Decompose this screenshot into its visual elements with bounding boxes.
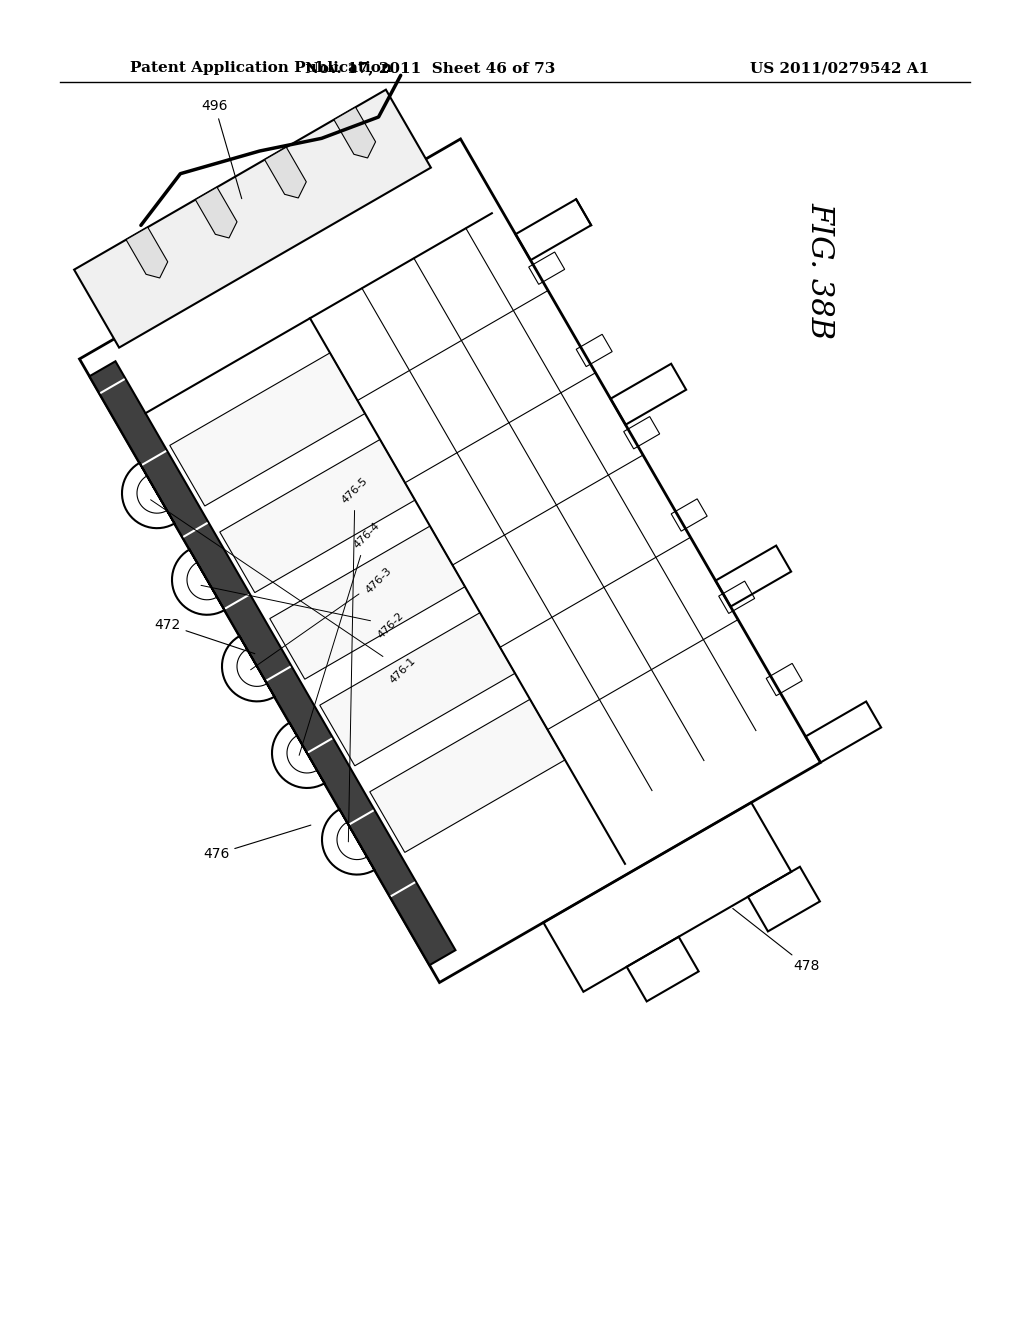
Text: US 2011/0279542 A1: US 2011/0279542 A1 [750,61,929,75]
Polygon shape [126,227,168,279]
Polygon shape [322,809,375,875]
Polygon shape [80,139,820,982]
Text: 476-2: 476-2 [201,585,406,640]
Polygon shape [370,700,565,853]
Polygon shape [264,147,306,198]
Text: 478: 478 [733,908,820,973]
Polygon shape [269,527,465,680]
Text: 476-4: 476-4 [299,520,382,755]
Text: 476-1: 476-1 [151,500,418,685]
Polygon shape [172,549,224,615]
Polygon shape [170,352,365,506]
Polygon shape [334,107,376,158]
Polygon shape [319,612,515,766]
Text: FIG. 38B: FIG. 38B [805,202,836,338]
Polygon shape [272,722,325,788]
Polygon shape [220,440,415,593]
Text: 496: 496 [202,99,242,198]
Polygon shape [222,636,274,701]
Text: 472: 472 [155,618,255,653]
Polygon shape [196,187,237,238]
Text: 476-3: 476-3 [251,565,394,669]
Text: Patent Application Publication: Patent Application Publication [130,61,392,75]
Text: Nov. 17, 2011  Sheet 46 of 73: Nov. 17, 2011 Sheet 46 of 73 [305,61,555,75]
Text: 476-5: 476-5 [340,475,370,842]
Text: 476: 476 [203,825,311,861]
Polygon shape [122,463,174,528]
Polygon shape [89,362,456,965]
Polygon shape [74,90,431,347]
